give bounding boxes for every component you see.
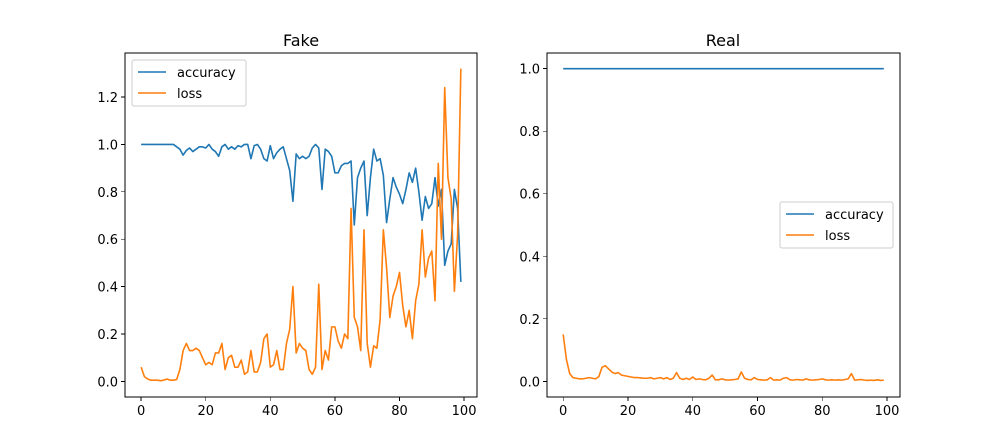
legend-label-loss: loss xyxy=(825,229,850,244)
y-tick-label: 0.4 xyxy=(97,281,118,296)
legend-label-loss: loss xyxy=(177,87,202,102)
x-tick-label: 80 xyxy=(391,404,408,419)
y-tick-label: 0.2 xyxy=(519,313,540,328)
y-tick-label: 0.2 xyxy=(97,328,118,343)
x-tick-label: 60 xyxy=(327,404,344,419)
chart-title-real: Real xyxy=(706,31,741,50)
y-tick-label: 0.6 xyxy=(97,233,118,248)
plot-area-real: 0 20 40 60 80 100 0.0 0.2 0.4 0.6 0.8 1.0 xyxy=(519,63,899,419)
x-tick-label: 100 xyxy=(875,404,900,419)
y-tick-label: 1.0 xyxy=(519,63,540,78)
y-tick-label: 1.0 xyxy=(97,138,118,153)
x-tick-label: 100 xyxy=(452,404,477,419)
x-tick-label: 20 xyxy=(197,404,214,419)
x-tick-label: 20 xyxy=(620,404,637,419)
legend-fake: accuracy loss xyxy=(131,59,247,107)
y-tick-label: 0.0 xyxy=(97,375,118,390)
x-tick-label: 0 xyxy=(137,404,145,419)
chart-title-fake: Fake xyxy=(283,31,319,50)
chart-real: Real 0 20 40 60 80 100 0.0 0.2 0.4 0.6 0.8 1.0 accu… xyxy=(519,31,901,419)
chart-fake: Fake 0 20 40 60 80 100 0.0 0.2 0.4 0.6 0.8 1.0 1.2 a… xyxy=(97,31,478,419)
axes-frame-real xyxy=(546,52,901,398)
x-tick-label: 80 xyxy=(814,404,831,419)
y-tick-label: 1.2 xyxy=(97,91,118,106)
x-tick-label: 40 xyxy=(684,404,701,419)
y-tick-label: 0.6 xyxy=(519,188,540,203)
y-tick-label: 0.8 xyxy=(97,186,118,201)
series-line-accuracy xyxy=(141,143,462,282)
series-line-loss xyxy=(562,334,884,382)
series-line-loss xyxy=(140,68,462,382)
plot-area-fake: 0 20 40 60 80 100 0.0 0.2 0.4 0.6 0.8 1.0 1.2 xyxy=(97,68,477,419)
legend-label-accuracy: accuracy xyxy=(177,66,236,81)
axes-frame-fake xyxy=(124,52,478,398)
legend-real: accuracy loss xyxy=(779,201,894,249)
y-tick-label: 0.8 xyxy=(519,125,540,140)
x-tick-label: 60 xyxy=(749,404,766,419)
y-tick-label: 0.0 xyxy=(519,375,540,390)
x-tick-label: 0 xyxy=(559,404,567,419)
y-tick-label: 0.4 xyxy=(519,250,540,265)
legend-label-accuracy: accuracy xyxy=(825,208,884,223)
x-tick-label: 40 xyxy=(262,404,279,419)
